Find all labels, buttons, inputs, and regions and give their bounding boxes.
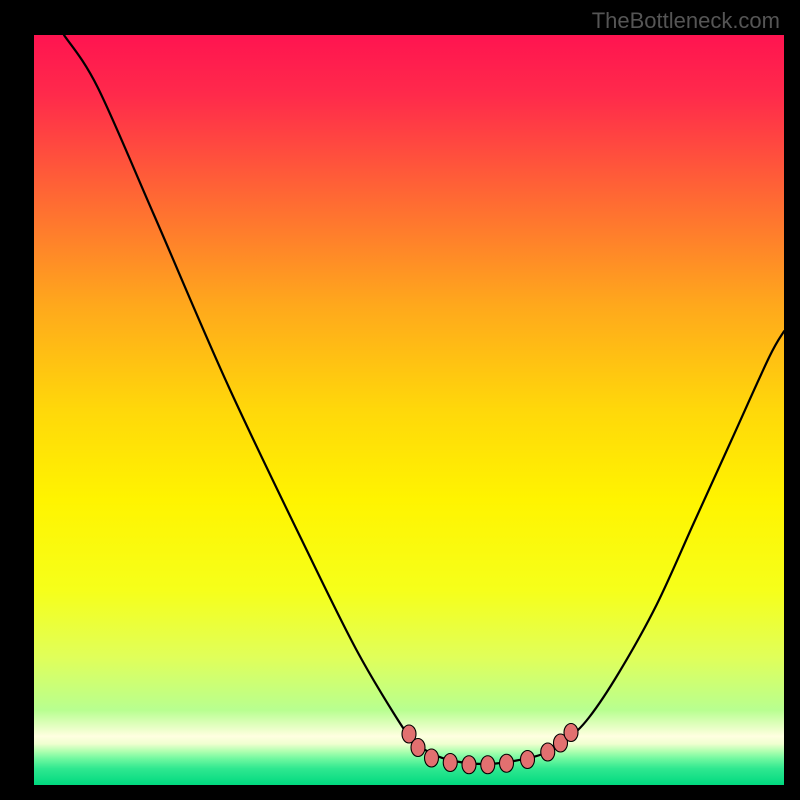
- marker-point: [500, 754, 514, 772]
- marker-point: [541, 743, 555, 761]
- gradient-background: [34, 35, 784, 785]
- watermark-text: TheBottleneck.com: [592, 8, 780, 34]
- bottleneck-chart-svg: [34, 35, 784, 785]
- marker-point: [481, 756, 495, 774]
- chart-area: [34, 35, 784, 785]
- marker-point: [564, 724, 578, 742]
- marker-point: [411, 739, 425, 757]
- chart-container: TheBottleneck.com: [0, 0, 800, 800]
- marker-point: [521, 751, 535, 769]
- marker-point: [462, 756, 476, 774]
- marker-point: [425, 749, 439, 767]
- marker-point: [443, 754, 457, 772]
